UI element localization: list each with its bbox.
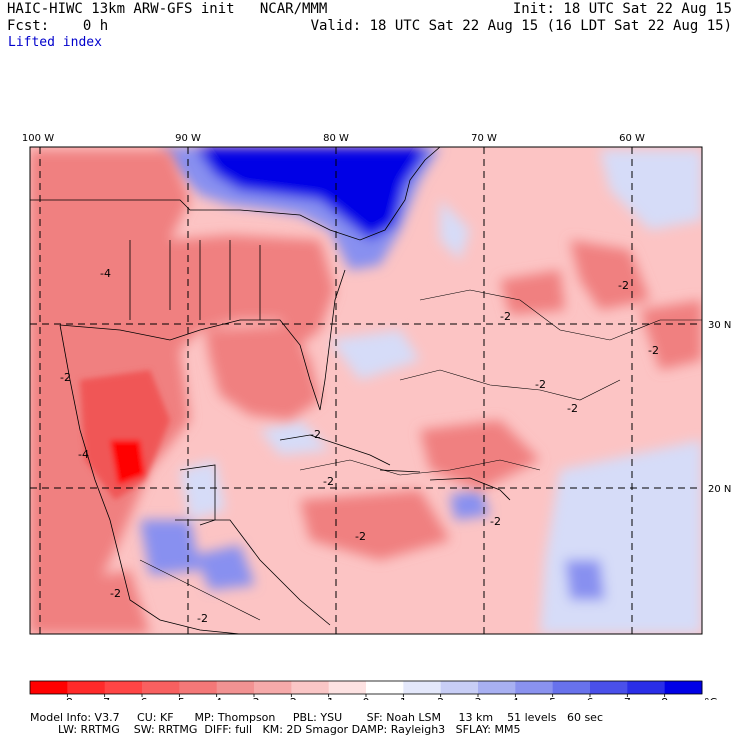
colorbar-swatch: [590, 681, 628, 694]
lon-label-60w: 60 W: [619, 133, 645, 144]
coastlines-borders: [30, 147, 511, 634]
positive-li-regions: [140, 150, 702, 634]
map-title: HAIC-HIWC 13km ARW-GFS init NCAR/MMM: [7, 1, 328, 17]
colorbar-tick-label: 1: [400, 696, 407, 700]
colorbar-tick-label: 4: [512, 696, 519, 700]
colorbar-swatch: [30, 681, 68, 694]
contour-label: -2: [490, 515, 501, 528]
lifted-index-map: -4 -2 -4 -2 -2 -2 -2 -2 -2 -2 -2 -2 -2 -…: [22, 133, 731, 700]
colorbar-swatch: [179, 681, 218, 694]
colorbar-swatch: [291, 681, 330, 694]
contour-label: -2: [618, 279, 629, 292]
contour-label: -2: [500, 310, 511, 323]
contour-label: -2: [197, 612, 208, 625]
contour-label: -4: [100, 267, 111, 280]
colorbar-swatch: [478, 681, 516, 694]
contour-label: -2: [60, 371, 71, 384]
colorbar-swatch: [254, 681, 292, 694]
model-info-line2: LW: RRTMG SW: RRTMG DIFF: full KM: 2D Sm…: [30, 723, 521, 736]
contour-label: -2: [110, 587, 121, 600]
graticule: [30, 147, 702, 634]
contour-lines: [139, 289, 702, 621]
colorbar-swatch: [552, 681, 591, 694]
colorbar-tick-label: 5: [549, 696, 556, 700]
colorbar-swatch: [142, 681, 180, 694]
colorbar-tick-label: -3: [249, 696, 260, 700]
colorbar-swatch: [403, 681, 442, 694]
colorbar-tick-label: -8: [62, 696, 73, 700]
map-field: -4 -2 -4 -2 -2 -2 -2 -2 -2 -2 -2 -2 -2 -…: [30, 147, 702, 634]
colorbar-tick-label: -6: [137, 696, 148, 700]
contour-label: -2: [355, 530, 366, 543]
contour-label: -2: [648, 344, 659, 357]
colorbar-swatch: [627, 681, 666, 694]
colorbar-tick-label: -2: [286, 696, 297, 700]
contour-label: -2: [535, 378, 546, 391]
lon-label-70w: 70 W: [471, 133, 497, 144]
colorbar-tick-label: -5: [174, 696, 185, 700]
colorbar-tick-label: 3: [475, 696, 482, 700]
contour-label: -2: [567, 402, 578, 415]
lon-label-90w: 90 W: [175, 133, 201, 144]
model-info-line1: Model Info: V3.7 CU: KF MP: Thompson PBL…: [30, 711, 603, 724]
colorbar-tick-label: 7: [624, 696, 631, 700]
lon-label-80w: 80 W: [323, 133, 349, 144]
colorbar-tick-label: -4: [211, 696, 222, 700]
lat-label-30n: 30 N: [708, 320, 731, 331]
contour-label: -2: [310, 428, 321, 441]
contour-label: -4: [78, 448, 89, 461]
colorbar-swatch: [440, 681, 479, 694]
negative-li-regions: [30, 150, 702, 634]
colorbar-swatch: [216, 681, 255, 694]
colorbar-tick-label: -7: [99, 696, 110, 700]
init-time: Init: 18 UTC Sat 22 Aug 15: [512, 1, 732, 17]
texas-unstable-core: [80, 370, 170, 500]
colorbar: -8 -7 -6 -5 -4 -3 -2 -1 0 1 2 3 4 5 6 7 8 °C: [29, 680, 718, 700]
colorbar-tick-label: 6: [587, 696, 594, 700]
colorbar-swatch: [515, 681, 554, 694]
colorbar-swatch: [366, 681, 404, 694]
colorbar-swatch: [67, 681, 106, 694]
colorbar-swatch: [328, 681, 367, 694]
colorbar-tick-label: 2: [437, 696, 444, 700]
map-frame: [29, 146, 703, 635]
colorbar-unit: °C: [704, 696, 718, 700]
colorbar-swatch: [104, 681, 143, 694]
colorbar-tick-label: 8: [661, 696, 668, 700]
colorbar-tick-label: -1: [323, 696, 334, 700]
colorbar-swatch: [664, 681, 703, 694]
lon-label-100w: 100 W: [22, 133, 54, 144]
contour-label: -2: [323, 475, 334, 488]
parameter-name: Lifted index: [8, 35, 102, 50]
colorbar-tick-label: 0: [363, 696, 370, 700]
forecast-hour: Fcst: 0 h: [7, 18, 109, 34]
valid-time: Valid: 18 UTC Sat 22 Aug 15 (16 LDT Sat …: [310, 18, 732, 34]
appalachian-stable-region: [160, 147, 440, 270]
contour-labels: -4 -2 -4 -2 -2 -2 -2 -2 -2 -2 -2 -2 -2 -…: [60, 267, 659, 625]
lat-label-20n: 20 N: [708, 484, 731, 495]
